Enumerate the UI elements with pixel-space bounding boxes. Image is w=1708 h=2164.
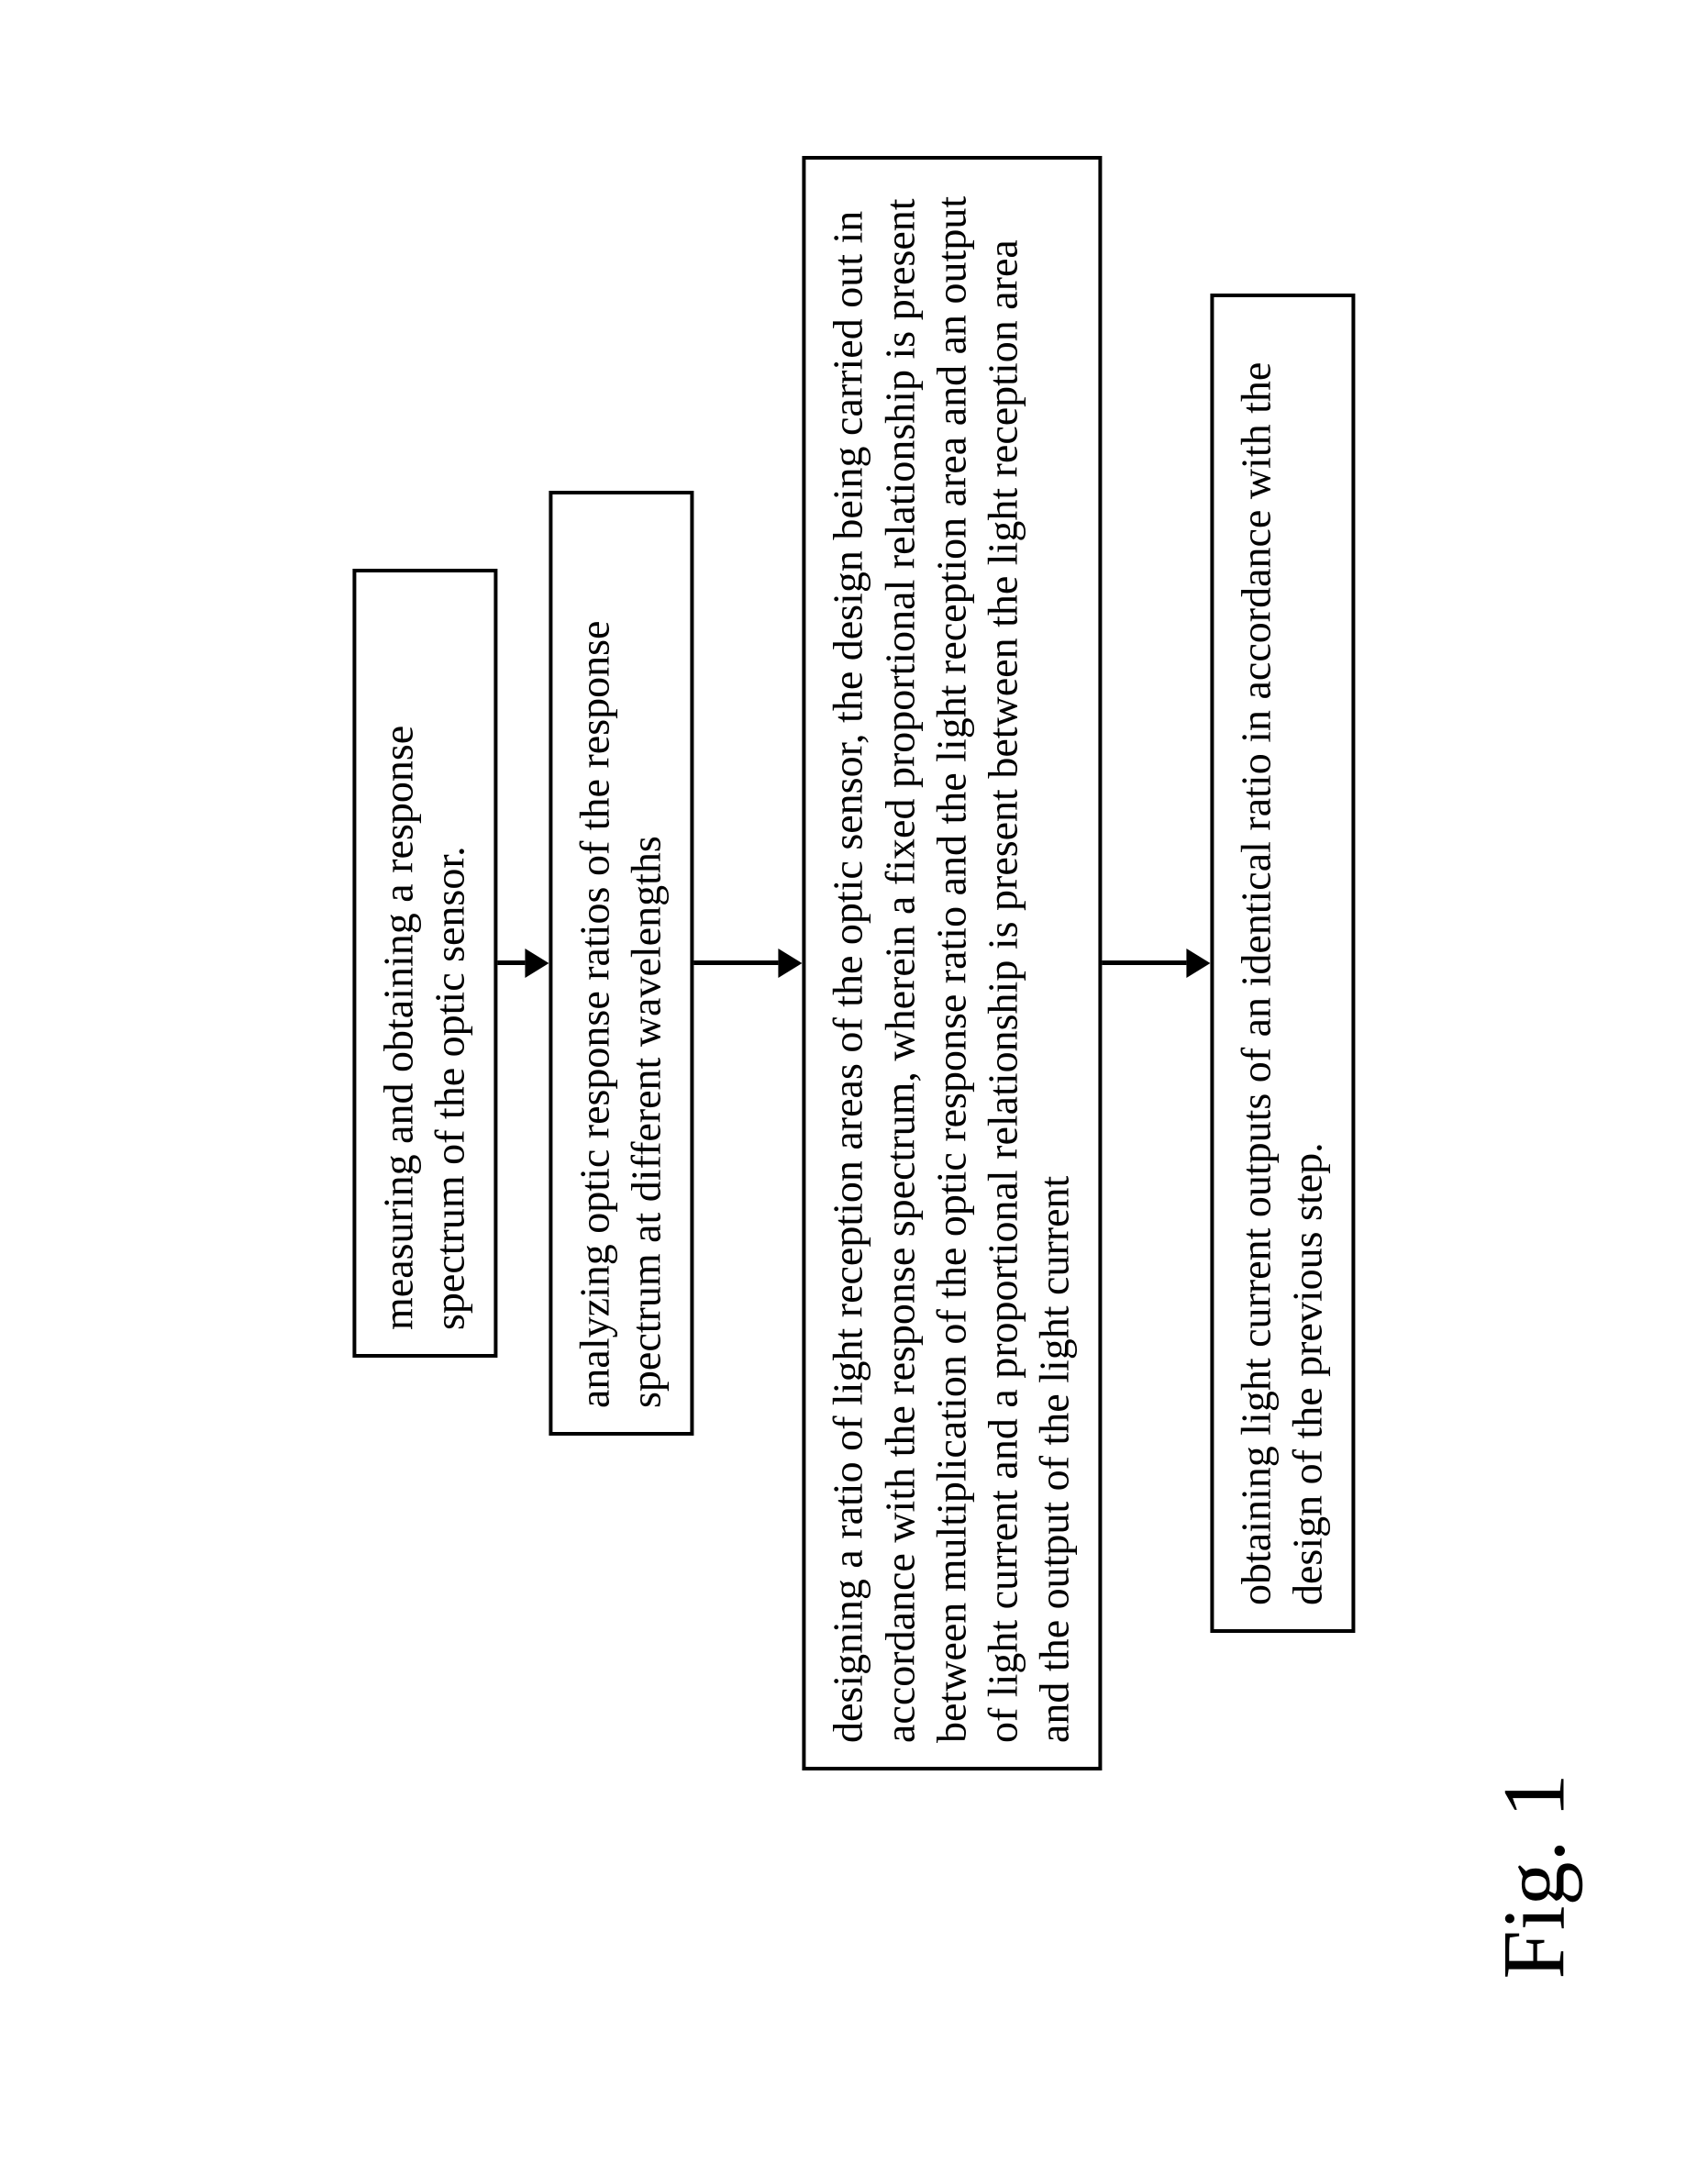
arrow-down-icon bbox=[526, 949, 549, 978]
flowchart-node-1-text: measuring and obtaining a response spect… bbox=[374, 726, 472, 1330]
flowchart-edge-1 bbox=[498, 949, 549, 978]
figure-caption: Fig. 1 bbox=[1483, 1773, 1585, 1979]
arrow-shaft bbox=[1102, 961, 1186, 966]
arrow-shaft bbox=[498, 961, 526, 966]
arrow-down-icon bbox=[1186, 949, 1210, 978]
flowchart-node-2: analyzing optic response ratios of the r… bbox=[549, 491, 694, 1436]
diagram-canvas: measuring and obtaining a response spect… bbox=[0, 0, 1708, 2164]
flowchart-node-4-text: obtaining light current outputs of an id… bbox=[1232, 362, 1330, 1605]
flowchart-node-2-text: analyzing optic response ratios of the r… bbox=[571, 621, 670, 1408]
flowchart-node-1: measuring and obtaining a response spect… bbox=[352, 569, 497, 1358]
arrow-down-icon bbox=[779, 949, 803, 978]
flowchart-edge-2 bbox=[694, 949, 803, 978]
flowchart-rotated-group: measuring and obtaining a response spect… bbox=[352, 156, 1355, 1770]
flowchart: measuring and obtaining a response spect… bbox=[352, 156, 1355, 1770]
flowchart-node-3: designing a ratio of light reception are… bbox=[803, 156, 1103, 1770]
arrow-shaft bbox=[694, 961, 779, 966]
flowchart-edge-3 bbox=[1102, 949, 1210, 978]
flowchart-node-4: obtaining light current outputs of an id… bbox=[1210, 294, 1355, 1633]
flowchart-node-3-text: designing a ratio of light reception are… bbox=[825, 196, 1077, 1743]
